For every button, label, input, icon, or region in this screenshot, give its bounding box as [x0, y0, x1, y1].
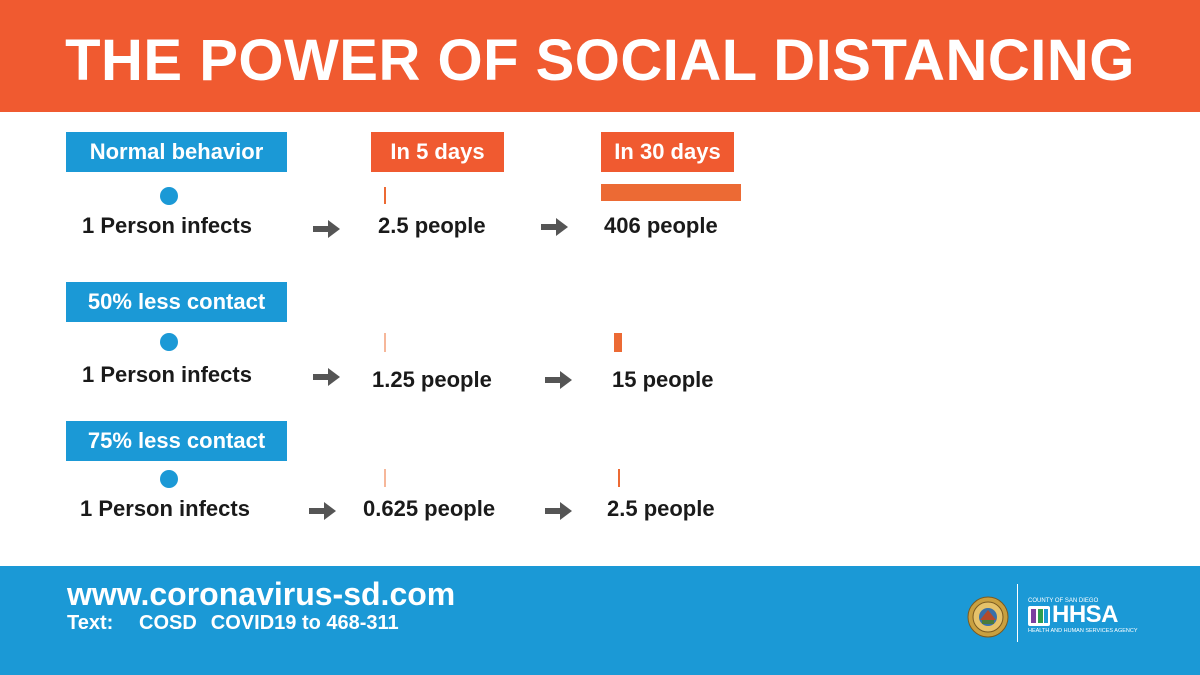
- bar-row1-day5: [384, 187, 386, 204]
- bar-row2-day30: [614, 333, 622, 352]
- text-keyword: COSD: [139, 612, 197, 634]
- row-label-75-less-contact: 75% less contact: [66, 421, 287, 461]
- column-label-day5: In 5 days: [371, 132, 504, 172]
- row1-day5-text: 2.5 people: [378, 213, 486, 238]
- person-dot-icon: [160, 470, 178, 488]
- bar-row2-day5: [384, 333, 386, 352]
- logo-county-text: COUNTY OF SAN DIEGO: [1028, 598, 1099, 604]
- row-label-normal-behavior: Normal behavior: [66, 132, 287, 172]
- row-label-50-less-contact: 50% less contact: [66, 282, 287, 322]
- arrow-right-icon: [313, 368, 340, 386]
- row2-day5-text: 1.25 people: [372, 367, 492, 392]
- column-label-day30: In 30 days: [601, 132, 734, 172]
- arrow-right-icon: [313, 220, 340, 238]
- row3-day5-text: 0.625 people: [363, 496, 496, 521]
- page-title: THE POWER OF SOCIAL DISTANCING: [65, 28, 1135, 93]
- row3-start-text: 1 Person infects: [80, 496, 250, 521]
- text-instruction: Text: COSD COVID19 to 468-311: [67, 611, 399, 635]
- header-banner: [0, 0, 1200, 112]
- row1-start-text: 1 Person infects: [82, 213, 252, 238]
- text-prefix: Text:: [67, 612, 114, 634]
- row2-start-text: 1 Person infects: [82, 362, 252, 387]
- hhsa-logo-icon: [1028, 606, 1050, 626]
- logo-divider: [1017, 584, 1018, 642]
- arrow-right-icon: [545, 371, 572, 389]
- row3-day30-text: 2.5 people: [607, 496, 715, 521]
- bar-row1-day30: [601, 184, 741, 201]
- row2-day30-text: 15 people: [612, 367, 714, 392]
- website-link[interactable]: www.coronavirus-sd.com: [67, 576, 456, 612]
- arrow-right-icon: [545, 502, 572, 520]
- arrow-right-icon: [309, 502, 336, 520]
- row1-day30-text: 406 people: [604, 213, 718, 238]
- text-message: COVID19 to 468-311: [210, 612, 399, 634]
- county-seal-icon: [967, 596, 1009, 638]
- bar-row3-day30: [618, 469, 620, 487]
- logo-agency-text: HEALTH AND HUMAN SERVICES AGENCY: [1028, 628, 1138, 634]
- logo-name: HHSA: [1052, 601, 1119, 628]
- bar-row3-day5: [384, 469, 386, 487]
- person-dot-icon: [160, 333, 178, 351]
- person-dot-icon: [160, 187, 178, 205]
- arrow-right-icon: [541, 218, 568, 236]
